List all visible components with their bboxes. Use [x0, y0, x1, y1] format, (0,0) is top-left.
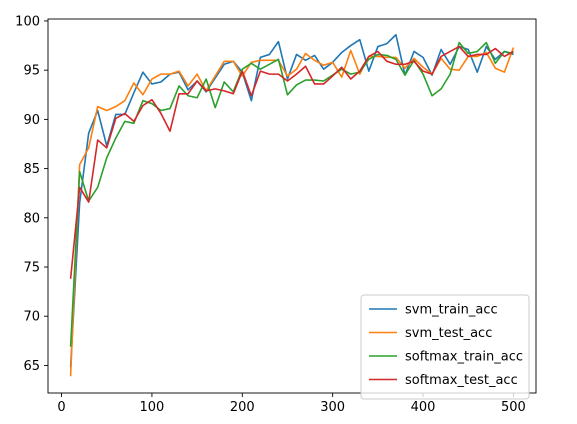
x-tick-label: 400	[411, 400, 436, 415]
axes-frame	[47, 18, 537, 394]
y-tick-label: 90	[23, 113, 40, 128]
x-tick-label: 500	[501, 400, 526, 415]
plot-area	[69, 33, 515, 377]
legend-label-softmax-test-acc: softmax_test_acc	[405, 373, 518, 388]
x-tick-label: 200	[230, 400, 255, 415]
legend-label-svm-test-acc: svm_test_acc	[405, 326, 492, 341]
x-tick-label: 100	[140, 400, 165, 415]
series-line-svm-train-acc	[69, 33, 514, 368]
series-line-softmax-test-acc	[69, 45, 514, 279]
axes: 0 100 200 300 400 500 65 70 75 80 85 90 95 100	[15, 14, 537, 415]
y-tick-label: 80	[23, 211, 40, 226]
x-tick-label: 300	[320, 400, 345, 415]
y-tick-label: 65	[23, 359, 40, 374]
legend: svm_train_acc svm_test_acc softmax_train_a…	[360, 294, 530, 400]
y-tick-label: 85	[23, 162, 40, 177]
y-tick-label: 100	[15, 14, 40, 29]
series-line-softmax-train-acc	[69, 41, 514, 347]
y-tick-label: 95	[23, 64, 40, 79]
x-tick-label: 0	[57, 400, 65, 415]
y-tick-label: 75	[23, 261, 40, 276]
y-tick-label: 70	[23, 310, 40, 325]
legend-label-softmax-train-acc: softmax_train_acc	[405, 350, 523, 365]
legend-box	[360, 294, 530, 400]
legend-label-svm-train-acc: svm_train_acc	[405, 303, 498, 318]
